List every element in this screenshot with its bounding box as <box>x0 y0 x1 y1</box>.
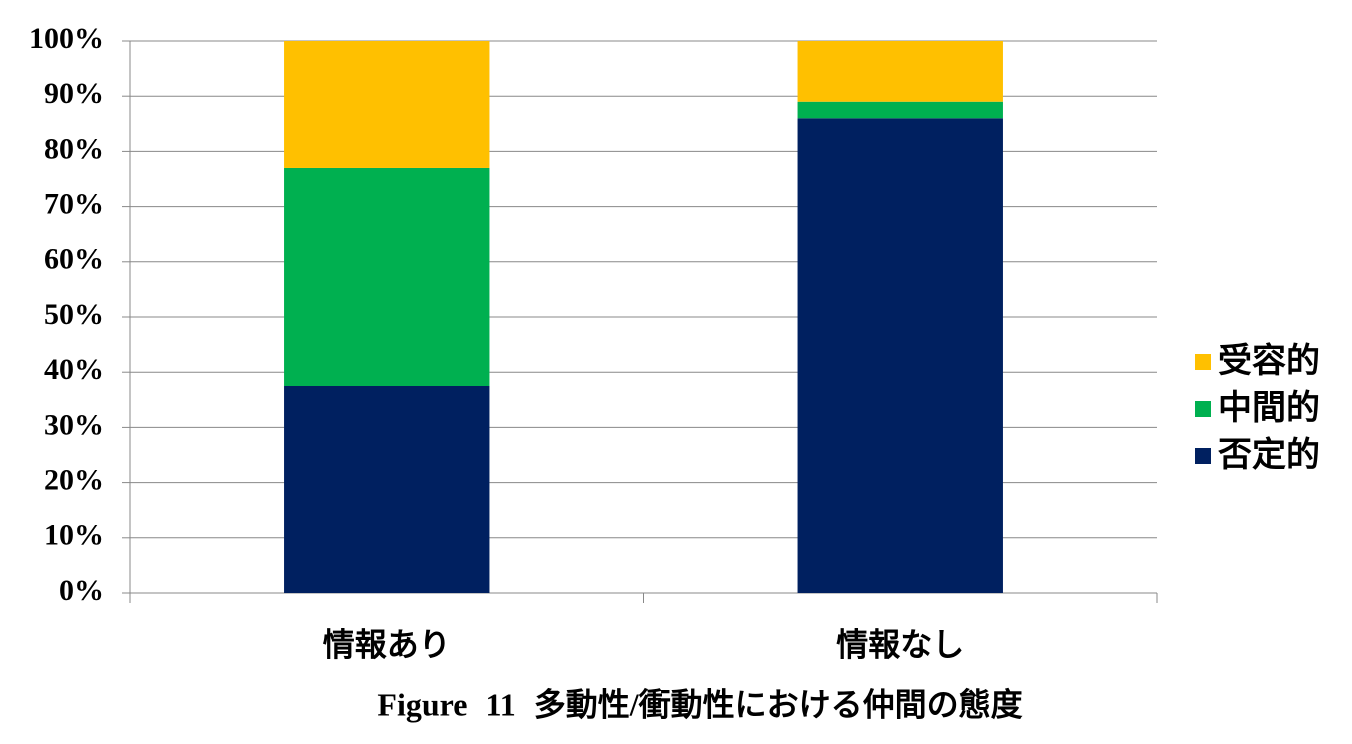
legend-label: 受容的 <box>1218 342 1320 380</box>
bar-segment <box>797 118 1003 593</box>
y-tick-label: 10% <box>44 519 104 552</box>
legend-swatch <box>1195 354 1211 370</box>
y-tick-label: 90% <box>44 77 104 110</box>
y-tick-label: 20% <box>44 463 104 496</box>
legend-label: 中間的 <box>1218 389 1320 427</box>
y-tick-label: 100% <box>29 22 104 55</box>
chart-title: Figure 11 多動性/衝動性における仲間の態度 <box>377 686 1022 722</box>
y-tick-label: 0% <box>59 574 104 607</box>
y-tick-label: 50% <box>44 298 104 331</box>
x-tick-label: 情報なし <box>836 626 964 662</box>
y-tick-label: 70% <box>44 187 104 220</box>
bar-segment <box>797 101 1003 119</box>
y-tick-label: 80% <box>44 132 104 165</box>
legend-swatch <box>1195 401 1211 417</box>
bar-segment <box>284 167 490 386</box>
x-tick-label: 情報あり <box>323 626 451 662</box>
bar-segment <box>797 41 1003 102</box>
bar-segment <box>284 386 490 593</box>
y-tick-label: 60% <box>44 243 104 276</box>
legend-label: 否定的 <box>1218 436 1320 474</box>
y-tick-label: 40% <box>44 353 104 386</box>
bar-segment <box>284 41 490 168</box>
legend-swatch <box>1195 448 1211 464</box>
y-tick-label: 30% <box>44 408 104 441</box>
